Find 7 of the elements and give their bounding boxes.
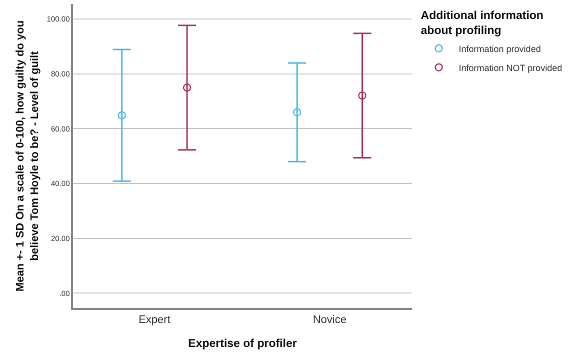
x-tick-label: Novice [312, 314, 346, 326]
legend-label: Information provided [458, 44, 541, 54]
legend-label: Information NOT provided [458, 62, 562, 73]
y-axis-title: Mean +- 1 SD On a scale of 0-100, how guilty do you believe Tom Hoyle to be? - Level of guilt [14, 20, 41, 292]
legend-title: Additional information about profiling [420, 10, 544, 37]
x-tick-label: Expert [138, 314, 170, 326]
x-axis-title: Expertise of profiler [188, 338, 298, 350]
